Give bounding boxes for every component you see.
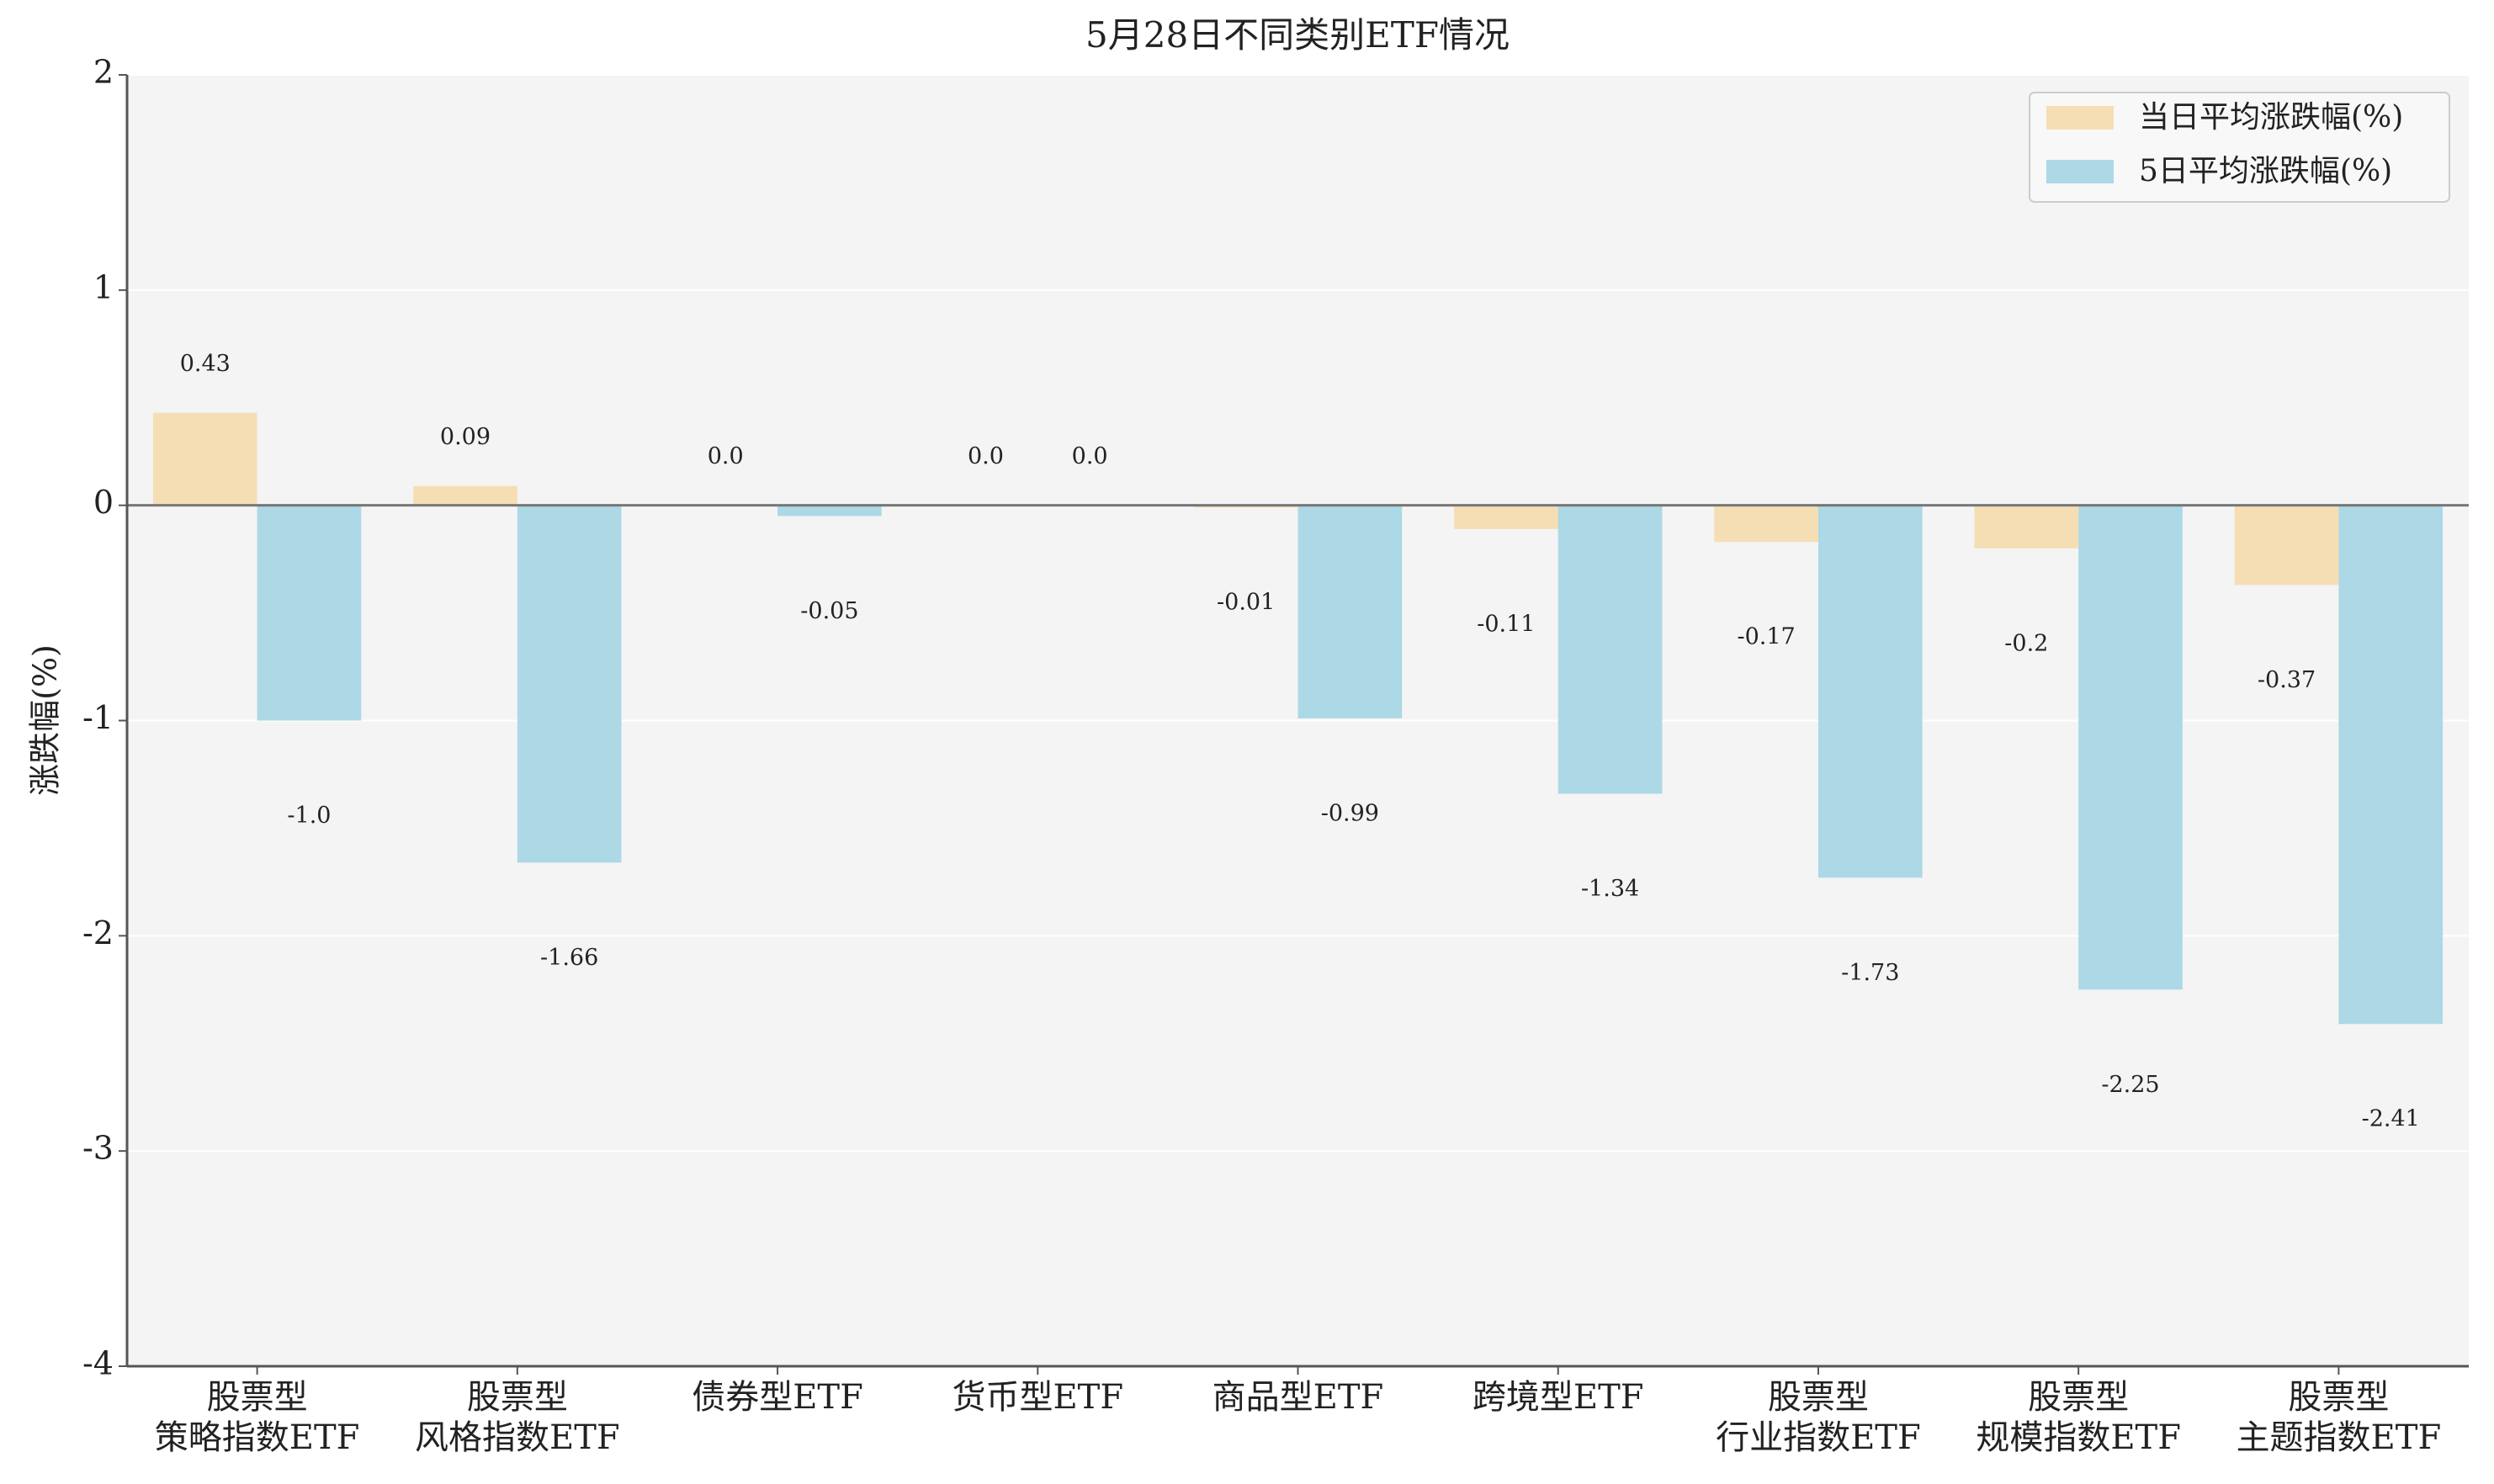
value-label: 0.0 bbox=[968, 443, 1004, 469]
y-axis-label: 涨跌幅(%) bbox=[27, 644, 64, 796]
value-label: -0.99 bbox=[1321, 800, 1379, 826]
bar bbox=[1454, 505, 1558, 529]
bar bbox=[777, 505, 882, 517]
bar bbox=[1974, 505, 2079, 549]
legend-label: 当日平均涨跌幅(%) bbox=[2139, 100, 2403, 135]
x-tick-label: 货币型ETF bbox=[952, 1378, 1123, 1417]
y-tick-label: -4 bbox=[82, 1345, 114, 1382]
legend-label: 5日平均涨跌幅(%) bbox=[2139, 154, 2392, 188]
value-label: 0.0 bbox=[708, 443, 744, 469]
value-label: -2.25 bbox=[2101, 1072, 2159, 1098]
bar bbox=[1557, 505, 1663, 794]
value-label: -0.17 bbox=[1737, 624, 1795, 650]
bar bbox=[152, 412, 257, 506]
value-label: -0.37 bbox=[2258, 667, 2316, 693]
legend-swatch bbox=[2046, 160, 2114, 183]
value-label: -1.73 bbox=[1841, 960, 1899, 986]
legend-box bbox=[2029, 92, 2450, 203]
legend-swatch bbox=[2046, 106, 2114, 130]
value-label: 0.43 bbox=[180, 351, 231, 377]
value-label: -0.11 bbox=[1477, 611, 1535, 637]
x-tick-label: 股票型策略指数ETF bbox=[155, 1378, 360, 1457]
bar bbox=[2234, 505, 2339, 586]
bar bbox=[1297, 505, 1403, 718]
y-tick-label: -3 bbox=[82, 1130, 114, 1167]
y-tick-label: 2 bbox=[93, 54, 114, 91]
value-label: 0.09 bbox=[440, 424, 491, 450]
value-label: -0.05 bbox=[800, 598, 858, 624]
bar bbox=[517, 505, 622, 863]
x-tick-label: 股票型风格指数ETF bbox=[415, 1378, 620, 1457]
x-tick-label: 商品型ETF bbox=[1213, 1378, 1384, 1417]
x-tick-label: 股票型行业指数ETF bbox=[1716, 1378, 1921, 1457]
value-label: -1.0 bbox=[287, 803, 331, 829]
value-label: -0.01 bbox=[1217, 590, 1275, 616]
bar bbox=[1714, 505, 1818, 543]
y-tick-label: -1 bbox=[82, 699, 114, 736]
y-tick-label: -2 bbox=[82, 914, 114, 951]
y-tick-label: 1 bbox=[93, 268, 114, 305]
chart-title: 5月28日不同类别ETF情况 bbox=[1085, 14, 1510, 56]
value-label: -1.34 bbox=[1581, 876, 1639, 902]
value-label: 0.0 bbox=[1072, 443, 1108, 469]
value-label: -1.66 bbox=[540, 945, 598, 971]
bar bbox=[2338, 505, 2444, 1025]
bar bbox=[257, 505, 362, 721]
value-label: -0.2 bbox=[2004, 630, 2048, 656]
x-tick-label: 股票型主题指数ETF bbox=[2237, 1378, 2442, 1457]
bar bbox=[2078, 505, 2183, 990]
y-tick-label: 0 bbox=[93, 484, 114, 521]
bar bbox=[413, 485, 517, 506]
x-tick-label: 股票型规模指数ETF bbox=[1976, 1378, 2181, 1457]
x-tick-label: 债券型ETF bbox=[692, 1378, 863, 1417]
bar bbox=[1817, 505, 1923, 878]
x-tick-label: 跨境型ETF bbox=[1473, 1378, 1644, 1417]
value-label: -2.41 bbox=[2362, 1106, 2420, 1132]
